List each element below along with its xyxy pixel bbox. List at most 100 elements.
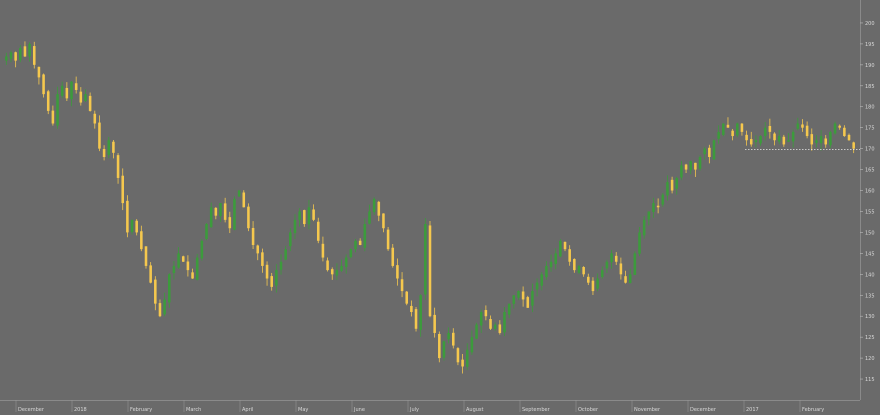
candle-body xyxy=(167,274,171,303)
candle-body xyxy=(787,140,790,142)
candle-body xyxy=(261,252,264,266)
candle-body xyxy=(107,140,111,155)
candle-body xyxy=(833,123,837,134)
candle-body xyxy=(777,136,781,142)
candle-body xyxy=(782,136,786,145)
candle-body xyxy=(656,205,660,208)
candle-body xyxy=(577,265,581,273)
candle-body xyxy=(503,312,506,333)
candle-body xyxy=(717,131,720,139)
price-tick-label: 185 xyxy=(865,84,875,90)
price-tick-label: 145 xyxy=(865,251,875,257)
price-tick-label: 190 xyxy=(865,63,875,69)
candle-body xyxy=(568,249,571,262)
candle-body xyxy=(233,198,236,230)
price-tick-label: 125 xyxy=(865,335,875,341)
candle-body xyxy=(32,46,36,65)
candle-body xyxy=(442,341,446,358)
candle-body xyxy=(628,274,632,283)
candle-body xyxy=(689,161,693,171)
candle-body xyxy=(23,46,27,57)
candle-body xyxy=(410,305,413,313)
candle-body xyxy=(414,309,418,329)
candle-body xyxy=(801,124,804,128)
candle-body xyxy=(219,203,222,217)
candle-body xyxy=(493,324,497,329)
candle-body xyxy=(563,241,567,250)
candle-body xyxy=(638,232,641,254)
price-tick-label: 155 xyxy=(865,209,875,215)
candle-body xyxy=(386,229,390,250)
price-tick-label: 135 xyxy=(865,293,875,299)
candle-body xyxy=(731,130,734,137)
candle-body xyxy=(191,272,194,279)
candle-body xyxy=(754,140,758,143)
candle-body xyxy=(321,243,325,258)
candle-body xyxy=(149,265,152,283)
candle-body xyxy=(843,127,846,137)
candle-body xyxy=(680,165,683,178)
candle-body xyxy=(610,253,613,263)
month-label: 2017 xyxy=(746,407,759,413)
candle-body xyxy=(74,83,78,90)
candle-body xyxy=(144,246,148,266)
candle-body xyxy=(573,258,576,271)
candle-body xyxy=(65,87,69,99)
candle-body xyxy=(740,123,744,132)
date-axis: December 2018 February March April May June Jul… xyxy=(0,400,860,413)
candle-body xyxy=(596,278,599,289)
candle-body xyxy=(307,207,311,225)
candle-body xyxy=(773,133,776,141)
candle-body xyxy=(666,182,669,196)
candle-body xyxy=(126,200,129,233)
candle-body xyxy=(354,240,357,250)
candle-body xyxy=(619,263,623,275)
candle-body xyxy=(130,219,134,233)
candle-body xyxy=(540,274,544,286)
candle-body xyxy=(461,359,464,367)
candle-body xyxy=(591,280,595,292)
candle-body xyxy=(186,261,190,271)
month-label: May xyxy=(298,407,308,413)
price-tick-label: 175 xyxy=(865,126,875,132)
price-axis: 115 120 125 130 135 140 145 150 155 160 165 170 175 1… xyxy=(860,0,875,400)
candle-body xyxy=(652,203,655,212)
candle-body xyxy=(475,324,478,339)
candle-body xyxy=(154,279,157,304)
candle-body xyxy=(293,219,297,234)
price-tick-label: 130 xyxy=(865,314,875,320)
month-label: December xyxy=(18,407,45,413)
candle-body xyxy=(5,56,8,61)
candle-body xyxy=(377,201,381,216)
candle-body xyxy=(19,48,22,61)
candle-body xyxy=(517,291,520,298)
candle-body xyxy=(479,312,483,326)
plot-area xyxy=(0,0,860,400)
candle-body xyxy=(298,211,301,220)
candle-body xyxy=(796,123,800,129)
price-tick-label: 195 xyxy=(865,42,875,48)
candle-body xyxy=(116,155,120,178)
candle-body xyxy=(358,240,362,245)
candle-body xyxy=(470,337,474,353)
candle-body xyxy=(838,125,841,128)
candle-body xyxy=(195,257,199,280)
candle-body xyxy=(326,260,329,271)
candle-body xyxy=(279,261,283,270)
candle-body xyxy=(745,134,748,141)
candles xyxy=(5,41,860,374)
candle-body xyxy=(624,276,627,283)
candle-body xyxy=(79,91,83,103)
candle-body xyxy=(368,211,371,224)
candle-body xyxy=(312,209,315,220)
candle-body xyxy=(545,265,548,278)
candle-body xyxy=(340,265,343,271)
candle-body xyxy=(698,157,702,169)
candle-body xyxy=(424,224,427,295)
candle-body xyxy=(675,177,679,189)
price-tick-label: 150 xyxy=(865,230,875,236)
candle-body xyxy=(419,295,422,330)
candle-body xyxy=(289,232,292,247)
candle-body xyxy=(37,66,41,78)
